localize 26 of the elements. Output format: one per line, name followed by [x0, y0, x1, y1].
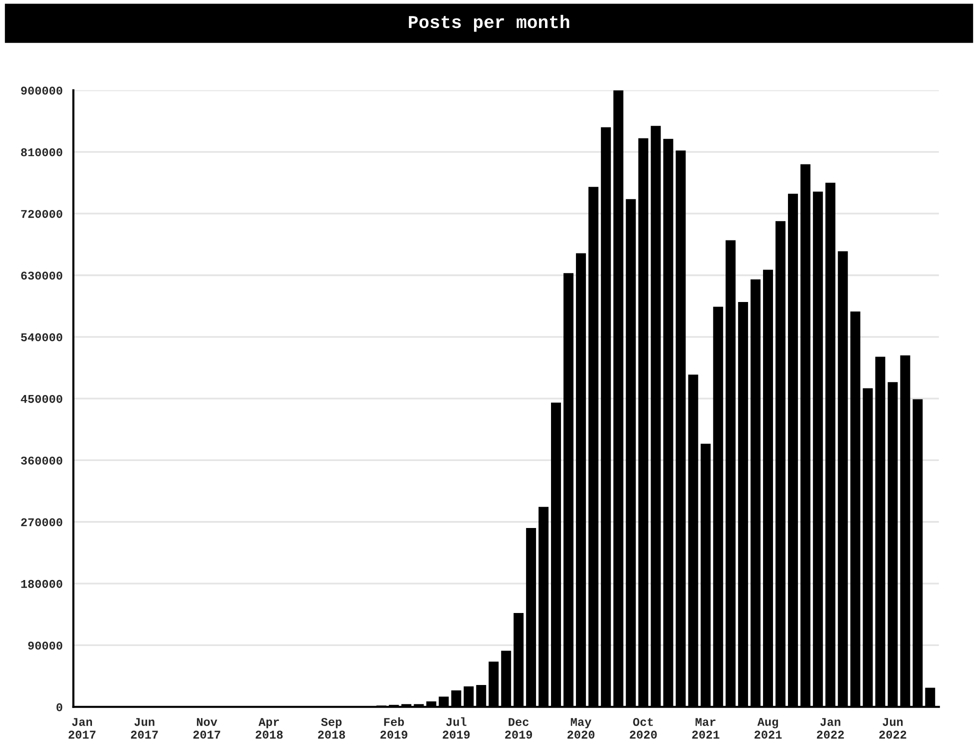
x-tick-label: Apr 2018 [256, 718, 283, 739]
y-tick-label: 270000 [21, 518, 62, 526]
x-tick-label: Feb 2019 [380, 717, 408, 739]
y-tick-label: 360000 [20, 456, 62, 465]
x-tick-label: Dec 2019 [505, 718, 532, 739]
x-tick-label: May 2020 [567, 718, 594, 739]
chart-title: Posts per month [408, 14, 570, 32]
y-tick-label: 180000 [21, 580, 62, 588]
y-tick-label: 900000 [21, 86, 62, 95]
y-tick-label: 630000 [21, 272, 62, 280]
x-tick-label: Aug 2021 [754, 718, 782, 739]
x-tick-label: Jan 2022 [816, 718, 844, 739]
x-tick-label: Jan 2017 [68, 718, 96, 739]
x-tick-label: Sep 2018 [318, 718, 346, 739]
x-tick-label: Oct 2020 [630, 718, 657, 739]
x-tick-label: Jun 2022 [879, 718, 906, 739]
x-tick-label: Jun 2017 [130, 718, 158, 739]
y-tick-label: 810000 [21, 148, 62, 156]
x-tick-label: Mar 2021 [692, 718, 720, 739]
y-tick-label: 450000 [20, 394, 62, 403]
x-tick-label: Jul 2019 [442, 717, 470, 739]
y-tick-label: 90000 [28, 642, 62, 650]
y-tick-label: 540000 [21, 333, 62, 342]
y-tick-label: 0 [56, 703, 62, 712]
y-tick-label: 720000 [21, 210, 62, 218]
x-tick-label: Nov 2017 [193, 718, 220, 739]
